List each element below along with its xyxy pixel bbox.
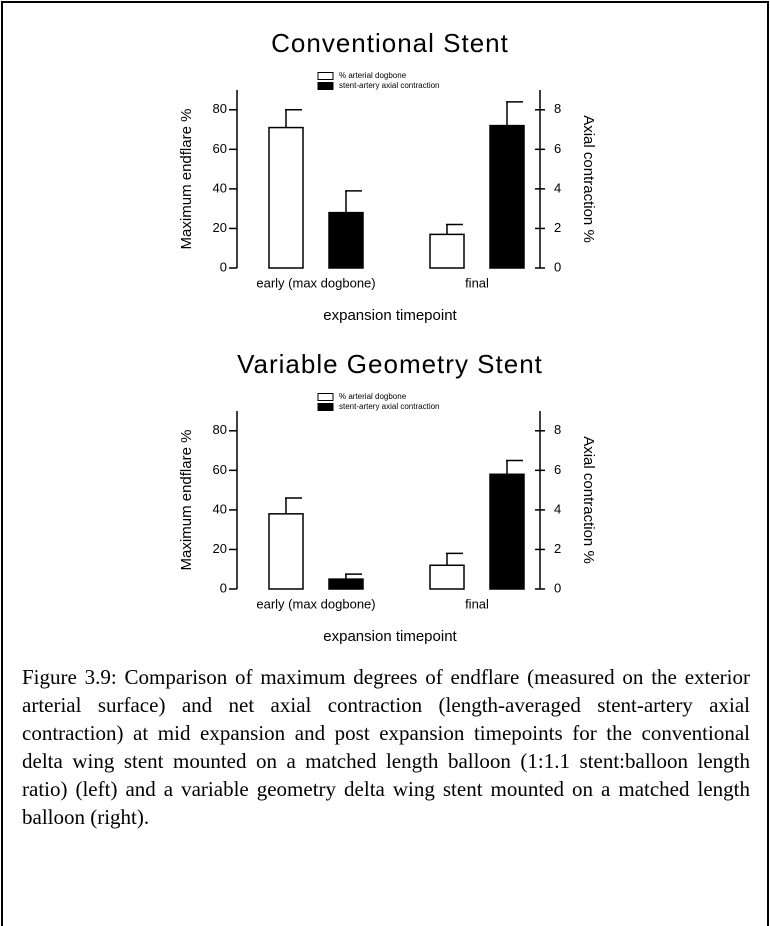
x-tick-label: final xyxy=(465,596,489,611)
y2-tick-label: 0 xyxy=(554,580,561,595)
y2-tick-label: 6 xyxy=(554,462,561,477)
y2-axis-label: Axial contraction % xyxy=(580,115,597,243)
y2-tick-label: 4 xyxy=(554,180,561,195)
chart-title: Conventional Stent xyxy=(271,28,509,58)
legend-swatch xyxy=(317,393,334,401)
x-tick-label: final xyxy=(465,275,489,290)
y-tick-label: 20 xyxy=(213,541,227,556)
legend-swatch xyxy=(317,82,334,90)
bar xyxy=(268,513,304,590)
y-tick-label: 40 xyxy=(213,180,227,195)
y2-tick-label: 2 xyxy=(554,220,561,235)
y-tick-label: 40 xyxy=(213,501,227,516)
x-axis-label: expansion timepoint xyxy=(323,307,457,324)
bar xyxy=(489,124,525,269)
legend-label: stent-artery axial contraction xyxy=(339,402,440,411)
y-tick-label: 20 xyxy=(213,220,227,235)
legend-swatch xyxy=(317,72,334,80)
bar xyxy=(429,233,465,269)
y-tick-label: 80 xyxy=(213,101,227,116)
y2-tick-label: 6 xyxy=(554,141,561,156)
bar xyxy=(489,473,525,590)
y-tick-label: 60 xyxy=(213,462,227,477)
y-tick-label: 60 xyxy=(213,141,227,156)
y-tick-label: 80 xyxy=(213,422,227,437)
chart-title: Variable Geometry Stent xyxy=(237,349,543,379)
bar xyxy=(268,126,304,269)
y2-tick-label: 4 xyxy=(554,501,561,516)
y2-axis-label: Axial contraction % xyxy=(580,436,597,564)
bar xyxy=(328,211,364,269)
y-tick-label: 0 xyxy=(220,259,227,274)
x-axis-label: expansion timepoint xyxy=(323,628,457,645)
caption: Figure 3.9: Comparison of maximum degree… xyxy=(22,665,750,829)
y2-tick-label: 0 xyxy=(554,259,561,274)
x-tick-label: early (max dogbone) xyxy=(256,596,375,611)
y-axis-label: Maximum endflare % xyxy=(178,109,195,250)
legend-label: % arterial dogbone xyxy=(339,71,407,80)
legend-label: stent-artery axial contraction xyxy=(339,81,440,90)
y2-tick-label: 8 xyxy=(554,422,561,437)
y2-tick-label: 2 xyxy=(554,541,561,556)
x-tick-label: early (max dogbone) xyxy=(256,275,375,290)
legend-swatch xyxy=(317,403,334,411)
y-tick-label: 0 xyxy=(220,580,227,595)
bar xyxy=(328,578,364,590)
y2-tick-label: 8 xyxy=(554,101,561,116)
bar xyxy=(429,564,465,590)
y-axis-label: Maximum endflare % xyxy=(178,430,195,571)
legend-label: % arterial dogbone xyxy=(339,392,407,401)
